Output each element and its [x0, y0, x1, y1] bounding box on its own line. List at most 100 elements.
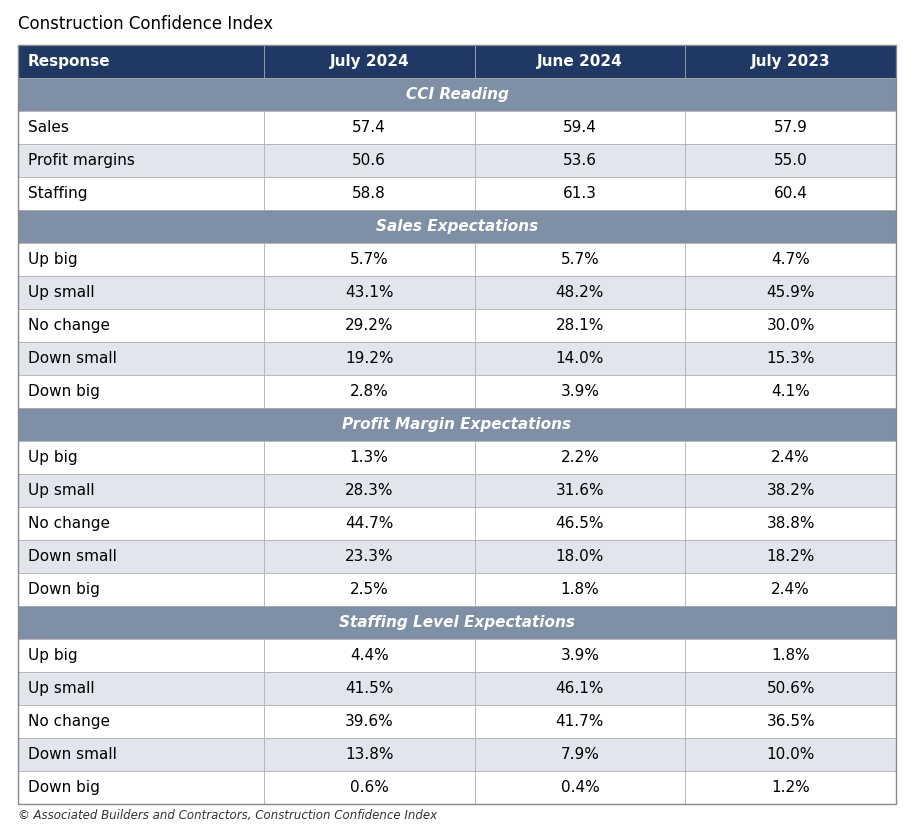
Bar: [264, 144, 474, 177]
Text: 55.0: 55.0: [774, 153, 807, 168]
Bar: [18, 507, 264, 540]
Bar: [18, 144, 264, 177]
Text: 50.6%: 50.6%: [767, 681, 815, 696]
Bar: [474, 474, 686, 507]
Text: Down big: Down big: [28, 384, 100, 399]
Bar: [474, 738, 686, 771]
Text: 19.2%: 19.2%: [345, 351, 393, 366]
Text: 50.6: 50.6: [352, 153, 386, 168]
Text: 41.5%: 41.5%: [345, 681, 393, 696]
Text: 60.4: 60.4: [774, 186, 808, 201]
Text: 53.6: 53.6: [563, 153, 597, 168]
Text: Up small: Up small: [28, 285, 95, 300]
Bar: [264, 507, 474, 540]
Bar: [686, 474, 896, 507]
Bar: [686, 45, 896, 78]
Bar: [18, 45, 264, 78]
Bar: [474, 507, 686, 540]
Bar: [264, 771, 474, 804]
Text: 28.1%: 28.1%: [556, 318, 604, 333]
Text: 28.3%: 28.3%: [345, 483, 393, 498]
Text: 18.0%: 18.0%: [556, 549, 604, 564]
Text: 57.9: 57.9: [774, 120, 808, 135]
Bar: [686, 111, 896, 144]
Text: Construction Confidence Index: Construction Confidence Index: [18, 15, 273, 33]
Text: July 2023: July 2023: [750, 54, 831, 69]
Text: 29.2%: 29.2%: [345, 318, 393, 333]
Text: 2.2%: 2.2%: [560, 450, 600, 465]
Bar: [18, 441, 264, 474]
Text: 2.8%: 2.8%: [350, 384, 388, 399]
Bar: [18, 705, 264, 738]
Text: 15.3%: 15.3%: [767, 351, 815, 366]
Text: 5.7%: 5.7%: [350, 252, 388, 267]
Bar: [686, 276, 896, 309]
Bar: [474, 243, 686, 276]
Text: 38.2%: 38.2%: [767, 483, 815, 498]
Text: Up small: Up small: [28, 681, 95, 696]
Text: Response: Response: [28, 54, 111, 69]
Text: 0.6%: 0.6%: [350, 780, 388, 795]
Text: 4.1%: 4.1%: [771, 384, 810, 399]
Bar: [18, 309, 264, 342]
Text: Up big: Up big: [28, 252, 78, 267]
Bar: [18, 375, 264, 408]
Bar: [686, 144, 896, 177]
Text: Down small: Down small: [28, 549, 117, 564]
Bar: [18, 78, 896, 111]
Bar: [474, 375, 686, 408]
Text: 44.7%: 44.7%: [345, 516, 393, 531]
Bar: [474, 309, 686, 342]
Text: 45.9%: 45.9%: [767, 285, 815, 300]
Bar: [18, 177, 264, 210]
Bar: [18, 771, 264, 804]
Bar: [18, 738, 264, 771]
Text: 2.4%: 2.4%: [771, 450, 810, 465]
Text: Staffing Level Expectations: Staffing Level Expectations: [339, 615, 575, 630]
Text: No change: No change: [28, 714, 110, 729]
Text: Up big: Up big: [28, 648, 78, 663]
Bar: [18, 408, 896, 441]
Bar: [474, 144, 686, 177]
Text: 57.4: 57.4: [352, 120, 386, 135]
Bar: [264, 375, 474, 408]
Bar: [18, 474, 264, 507]
Text: 1.8%: 1.8%: [560, 582, 600, 597]
Bar: [474, 111, 686, 144]
Text: Up small: Up small: [28, 483, 95, 498]
Bar: [264, 111, 474, 144]
Bar: [264, 738, 474, 771]
Bar: [474, 276, 686, 309]
Bar: [686, 639, 896, 672]
Text: 1.8%: 1.8%: [771, 648, 810, 663]
Bar: [18, 276, 264, 309]
Text: 48.2%: 48.2%: [556, 285, 604, 300]
Bar: [264, 45, 474, 78]
Text: 0.4%: 0.4%: [560, 780, 600, 795]
Bar: [474, 672, 686, 705]
Text: 2.4%: 2.4%: [771, 582, 810, 597]
Bar: [686, 507, 896, 540]
Text: July 2024: July 2024: [329, 54, 409, 69]
Text: 46.5%: 46.5%: [556, 516, 604, 531]
Text: Sales Expectations: Sales Expectations: [376, 219, 538, 234]
Bar: [264, 342, 474, 375]
Bar: [474, 573, 686, 606]
Text: CCI Reading: CCI Reading: [406, 87, 508, 102]
Bar: [474, 639, 686, 672]
Bar: [686, 243, 896, 276]
Bar: [686, 375, 896, 408]
Text: 14.0%: 14.0%: [556, 351, 604, 366]
Bar: [264, 243, 474, 276]
Bar: [18, 111, 264, 144]
Bar: [686, 672, 896, 705]
Bar: [686, 441, 896, 474]
Text: 10.0%: 10.0%: [767, 747, 814, 762]
Text: Profit Margin Expectations: Profit Margin Expectations: [343, 417, 571, 432]
Text: Up big: Up big: [28, 450, 78, 465]
Bar: [264, 540, 474, 573]
Bar: [18, 639, 264, 672]
Text: 3.9%: 3.9%: [560, 648, 600, 663]
Bar: [686, 177, 896, 210]
Text: June 2024: June 2024: [537, 54, 622, 69]
